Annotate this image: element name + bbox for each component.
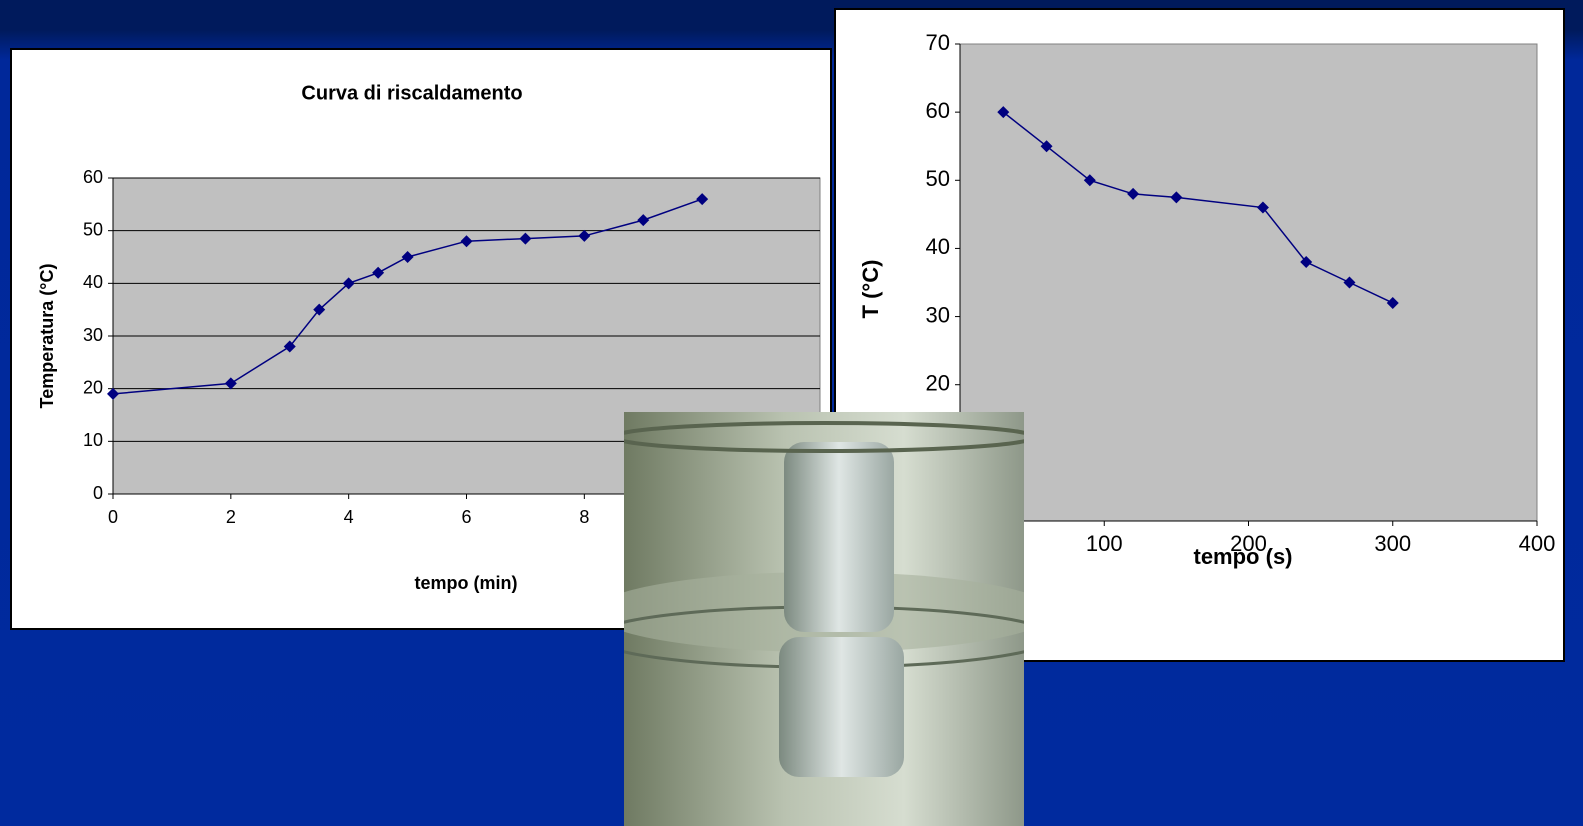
y-tick-label: 0	[93, 483, 103, 503]
marker	[997, 106, 1010, 119]
x-tick-label: 200	[1230, 531, 1267, 556]
line	[112, 198, 703, 395]
x-tick-label: 300	[1374, 531, 1411, 556]
y-tick-label: 30	[926, 302, 950, 327]
marker	[1343, 276, 1356, 289]
chart-title: Curva di riscaldamento	[301, 82, 522, 104]
marker	[372, 266, 385, 279]
marker	[578, 229, 591, 242]
x-tick-label: 400	[1519, 531, 1556, 556]
y-tick-label: 50	[926, 166, 950, 191]
x-axis-title: tempo (s)	[1194, 544, 1293, 569]
photo	[624, 412, 1024, 826]
y-tick-label: 50	[83, 219, 103, 239]
marker	[1127, 187, 1140, 200]
marker	[313, 303, 326, 316]
marker	[1083, 174, 1096, 187]
marker	[637, 214, 650, 227]
x-axis-title: tempo (min)	[415, 573, 518, 593]
y-axis-title: Temperatura (°C)	[37, 264, 57, 409]
marker	[401, 251, 414, 263]
y-tick-label: 60	[83, 167, 103, 187]
y-tick-label: 60	[926, 98, 950, 123]
marker	[1300, 256, 1313, 269]
x-tick-label: 0	[108, 507, 118, 527]
chart-heating: 0102030405060024681012Curva di riscaldam…	[10, 48, 832, 630]
marker	[460, 235, 473, 248]
marker	[107, 387, 119, 400]
y-tick-label: 70	[926, 30, 950, 55]
marker	[1386, 296, 1399, 309]
y-tick-label: 20	[83, 377, 103, 397]
marker	[283, 340, 296, 353]
x-tick-label: 8	[579, 507, 589, 527]
y-tick-label: 30	[83, 325, 103, 345]
plot-area	[959, 43, 1538, 522]
marker	[224, 377, 237, 390]
y-tick-label: 40	[926, 234, 950, 259]
x-tick-label: 4	[344, 507, 354, 527]
chart-cooling: 0102030405060700100200300400tempo (s)T (…	[834, 8, 1565, 662]
marker	[1170, 191, 1183, 204]
marker	[696, 193, 709, 206]
y-axis-title: T (°C)	[858, 260, 883, 319]
x-tick-label: 6	[461, 507, 471, 527]
marker	[1040, 140, 1053, 153]
x-tick-label: 2	[226, 507, 236, 527]
marker	[342, 277, 355, 290]
marker	[1256, 201, 1269, 214]
y-tick-label: 20	[926, 371, 950, 396]
y-tick-label: 10	[83, 430, 103, 450]
x-tick-label: 100	[1086, 531, 1123, 556]
marker	[519, 232, 532, 245]
y-tick-label: 40	[83, 272, 103, 292]
